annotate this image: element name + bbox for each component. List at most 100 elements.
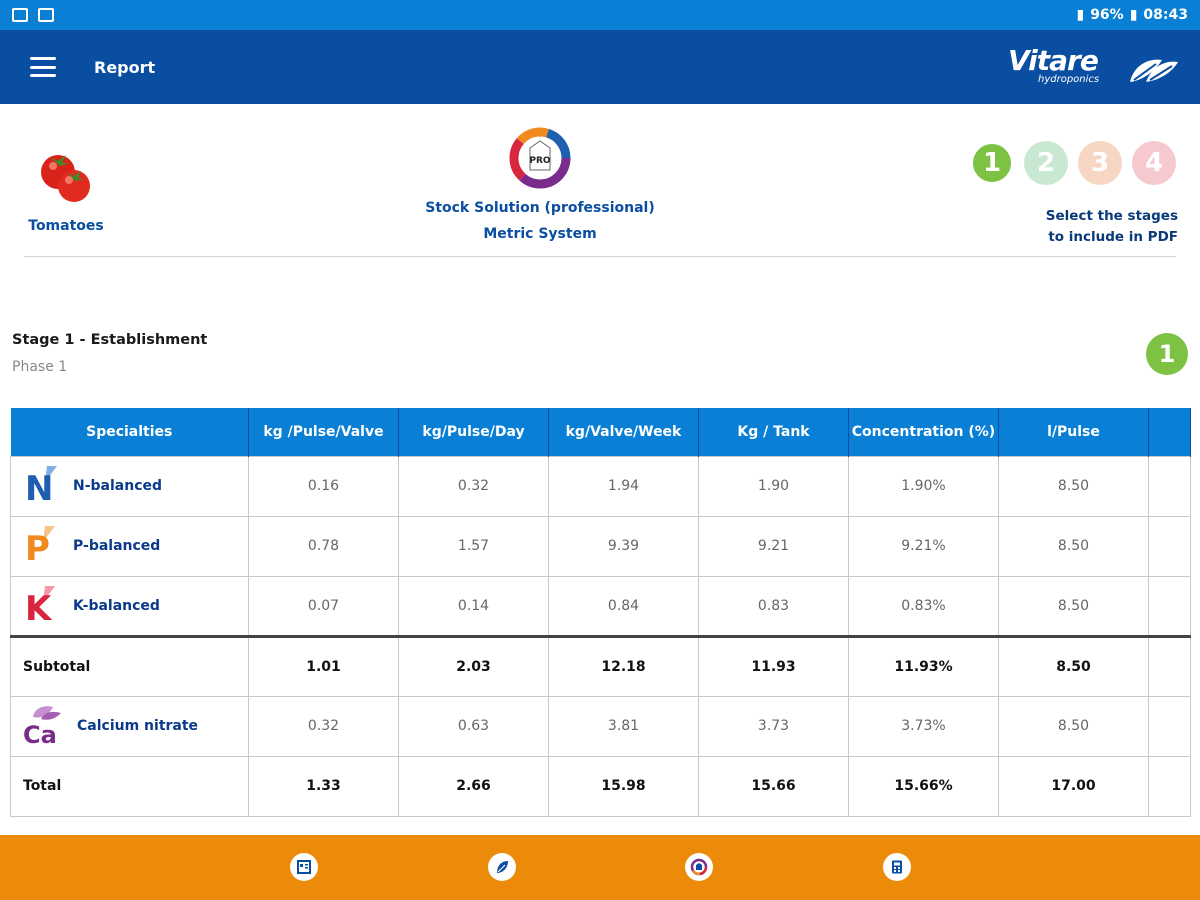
- cell: 11.93%: [848, 634, 999, 697]
- subtotal-row: Subtotal 1.01 2.03 12.18 11.93 11.93% 8.…: [10, 634, 1191, 697]
- cell: 0.14: [398, 575, 549, 637]
- vitare-logo: Vitare hydroponics: [1008, 44, 1180, 90]
- svg-text:Ca: Ca: [23, 721, 57, 745]
- cell-empty: [1148, 455, 1191, 517]
- stages-caption: Select the stages to include in PDF: [1045, 208, 1178, 245]
- table-row: Ca Calcium nitrate 0.32 0.63 3.81 3.73 3…: [10, 695, 1191, 757]
- battery-full-icon: ▮: [1129, 7, 1138, 23]
- page-title: Report: [94, 57, 156, 77]
- fertilizer-table: Specialties kg /Pulse/Valve kg/Pulse/Day…: [10, 408, 1191, 817]
- stock-solution-pro-icon: PRO: [509, 127, 571, 189]
- cell: 8.50: [998, 575, 1149, 637]
- header-extra: [1148, 408, 1191, 456]
- cell: 1.90%: [848, 455, 999, 517]
- cell: 0.32: [248, 695, 399, 757]
- menu-icon[interactable]: [30, 57, 56, 77]
- subtotal-label: Subtotal: [23, 658, 91, 675]
- product-name: P-balanced: [73, 538, 161, 554]
- cell-empty: [1148, 575, 1191, 637]
- header-kg-valve-week: kg/Valve/Week: [548, 408, 699, 456]
- stage-toggle-1[interactable]: 1: [970, 141, 1014, 185]
- cell: 12.18: [548, 634, 699, 697]
- table-header: Specialties kg /Pulse/Valve kg/Pulse/Day…: [10, 408, 1191, 456]
- cell: 11.93: [698, 634, 849, 697]
- header-specialties: Specialties: [10, 408, 249, 456]
- stage-badge: 1: [1146, 333, 1188, 375]
- cell: 2.66: [398, 755, 549, 817]
- app-bar: Report Vitare hydroponics: [0, 30, 1200, 104]
- measurement-system: Metric System: [483, 226, 597, 242]
- battery-level: 96%: [1090, 7, 1124, 23]
- k-balanced-icon: K: [23, 584, 59, 629]
- crop-card: Tomatoes: [24, 140, 108, 234]
- cell: 17.00: [998, 755, 1149, 817]
- stage-toggle-4[interactable]: 4: [1132, 141, 1176, 185]
- cell-empty: [1148, 695, 1191, 757]
- n-balanced-icon: N: [23, 464, 59, 509]
- leaf-logo-icon: [1130, 59, 1178, 82]
- solution-name: Stock Solution (professional): [425, 200, 655, 216]
- cell: 1.57: [398, 515, 549, 577]
- cell-empty: [1148, 515, 1191, 577]
- cell: 9.39: [548, 515, 699, 577]
- stage-title: Stage 1 - Establishment: [12, 332, 208, 348]
- table-row: P P-balanced 0.78 1.57 9.39 9.21 9.21% 8…: [10, 515, 1191, 577]
- cell: 3.73: [698, 695, 849, 757]
- cell: 0.83: [698, 575, 849, 637]
- clock: 08:43: [1143, 7, 1188, 23]
- cell: 1.94: [548, 455, 699, 517]
- gallery-icon: [12, 8, 28, 22]
- cell: 9.21: [698, 515, 849, 577]
- solution-header: PRO Stock Solution (professional) Metric…: [380, 126, 700, 242]
- product-name: Calcium nitrate: [77, 718, 199, 734]
- cell: 2.03: [398, 634, 549, 697]
- stock-solution-icon[interactable]: [685, 853, 713, 881]
- cell: 1.01: [248, 634, 399, 697]
- battery-icon: ▮: [1076, 7, 1085, 23]
- svg-text:K: K: [25, 589, 53, 624]
- cell: 15.66%: [848, 755, 999, 817]
- total-row: Total 1.33 2.66 15.98 15.66 15.66% 17.00: [10, 755, 1191, 817]
- stage-selector: 1 2 3 4: [970, 141, 1176, 185]
- cell: 8.50: [998, 695, 1149, 757]
- stage-phase: Phase 1: [12, 359, 68, 375]
- stage-toggle-2[interactable]: 2: [1024, 141, 1068, 185]
- product-name: N-balanced: [73, 478, 163, 494]
- download-icon: [38, 8, 54, 22]
- cell: 8.50: [998, 634, 1149, 697]
- svg-text:P: P: [25, 529, 50, 564]
- crop-label: Tomatoes: [28, 218, 104, 234]
- product-name: K-balanced: [73, 597, 160, 614]
- calculator-icon[interactable]: [883, 853, 911, 881]
- cell-empty: [1148, 634, 1191, 697]
- table-row: K K-balanced 0.07 0.14 0.84 0.83 0.83% 8…: [10, 575, 1191, 637]
- cell-empty: [1148, 755, 1191, 817]
- header-kg-tank: Kg / Tank: [698, 408, 849, 456]
- cell: 0.83%: [848, 575, 999, 637]
- divider: [24, 256, 1176, 257]
- svg-text:N: N: [25, 469, 53, 504]
- total-label: Total: [23, 778, 62, 794]
- cell: 0.07: [248, 575, 399, 637]
- cell: 15.98: [548, 755, 699, 817]
- report-icon[interactable]: [290, 853, 318, 881]
- cell: 1.33: [248, 755, 399, 817]
- status-bar: ▮ 96% ▮ 08:43: [0, 0, 1200, 30]
- calcium-nitrate-icon: Ca: [23, 703, 63, 749]
- svg-text:PRO: PRO: [529, 156, 551, 166]
- cell: 0.84: [548, 575, 699, 637]
- header-concentration: Concentration (%): [848, 408, 999, 456]
- cell: 8.50: [998, 515, 1149, 577]
- header-kg-pulse-day: kg/Pulse/Day: [398, 408, 549, 456]
- cell: 9.21%: [848, 515, 999, 577]
- cell: 1.90: [698, 455, 849, 517]
- tomato-icon: [41, 155, 90, 202]
- cell: 0.32: [398, 455, 549, 517]
- cell: 3.73%: [848, 695, 999, 757]
- stage-toggle-3[interactable]: 3: [1078, 141, 1122, 185]
- p-balanced-icon: P: [23, 524, 59, 569]
- header-kg-pulse-valve: kg /Pulse/Valve: [248, 408, 399, 456]
- cell: 15.66: [698, 755, 849, 817]
- leaf-icon[interactable]: [488, 853, 516, 881]
- cell: 0.16: [248, 455, 399, 517]
